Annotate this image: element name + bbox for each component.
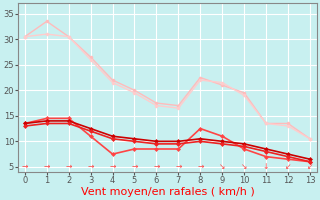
Text: →: → — [175, 162, 181, 171]
Text: →: → — [109, 162, 116, 171]
Text: ↙: ↙ — [285, 162, 291, 171]
Text: →: → — [131, 162, 138, 171]
Text: ↙: ↙ — [307, 162, 313, 171]
Text: ↓: ↓ — [263, 162, 269, 171]
Text: →: → — [87, 162, 94, 171]
Text: →: → — [153, 162, 160, 171]
Text: →: → — [44, 162, 50, 171]
Text: ↘: ↘ — [219, 162, 225, 171]
Text: →: → — [66, 162, 72, 171]
Text: →: → — [197, 162, 204, 171]
Text: →: → — [22, 162, 28, 171]
Text: ↘: ↘ — [241, 162, 247, 171]
X-axis label: Vent moyen/en rafales ( km/h ): Vent moyen/en rafales ( km/h ) — [81, 187, 254, 197]
